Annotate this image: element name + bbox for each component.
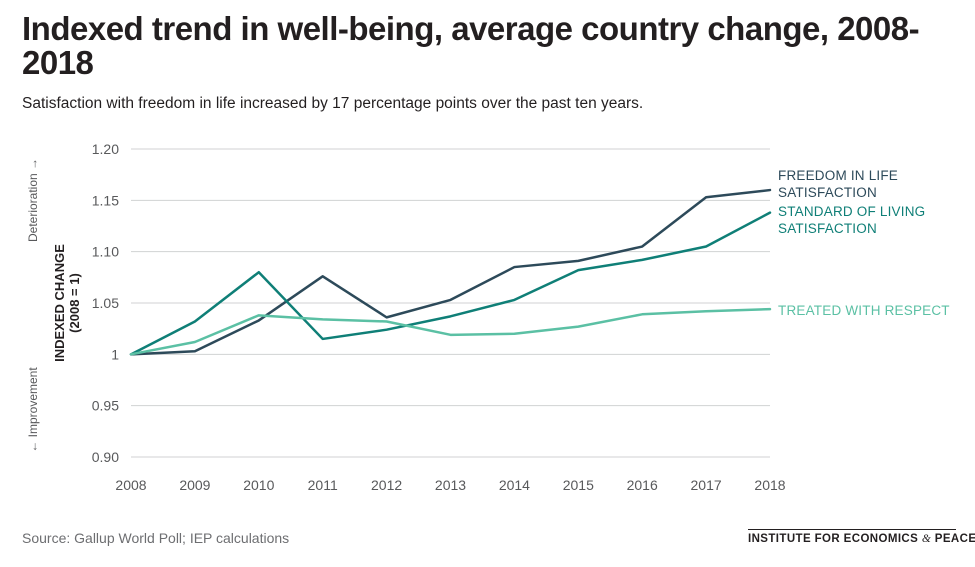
series-line-respect	[129, 307, 772, 356]
series-line-living	[129, 211, 772, 356]
series-lines	[129, 188, 772, 356]
x-tick-label: 2017	[691, 477, 722, 493]
x-tick-label: 2013	[435, 477, 466, 493]
x-tick-label: 2011	[308, 477, 338, 493]
y-tick-label: 1.15	[92, 192, 119, 208]
series-label-respect: TREATED WITH RESPECT	[778, 303, 950, 318]
y-axis-title-group: INDEXED CHANGE(2008 = 1) Deterioration → ←…	[26, 158, 82, 453]
direction-improvement: ← Improvement	[26, 367, 40, 453]
x-axis-ticks: 2008 2009 2010 2011 2012 2013 2014 2015 2016 2017…	[115, 477, 785, 493]
x-tick-label: 2016	[627, 477, 658, 493]
y-tick-label: 0.90	[92, 449, 119, 465]
y-tick-label: 1.05	[92, 295, 119, 311]
y-tick-label: 1.10	[92, 244, 119, 260]
chart-title: Indexed trend in well-being, average cou…	[22, 10, 920, 81]
series-labels: FREEDOM IN LIFE SATISFACTION STANDARD OF L…	[778, 168, 950, 318]
y-tick-label: 1.20	[92, 141, 119, 157]
logo-text-left: INSTITUTE FOR ECONOMICS	[748, 533, 919, 545]
y-tick-label: 1	[111, 346, 119, 362]
y-axis-ticks: 0.90 0.95 1 1.05 1.10 1.15 1.20	[92, 141, 119, 465]
x-tick-label: 2014	[499, 477, 530, 493]
y-axis-title: INDEXED CHANGE(2008 = 1)	[52, 244, 82, 362]
x-tick-label: 2015	[563, 477, 594, 493]
x-tick-label: 2008	[115, 477, 146, 493]
logo-text-right: PEACE	[934, 533, 975, 545]
x-tick-label: 2010	[243, 477, 274, 493]
iep-logo: INSTITUTE FOR ECONOMICS & PEACE	[748, 529, 975, 545]
direction-deterioration: Deterioration →	[26, 158, 40, 242]
logo-ampersand: &	[921, 533, 932, 545]
x-tick-label: 2012	[371, 477, 402, 493]
x-tick-label: 2018	[754, 477, 785, 493]
chart-subtitle: Satisfaction with freedom in life increa…	[22, 95, 644, 112]
series-label-freedom: FREEDOM IN LIFE SATISFACTION	[778, 168, 898, 200]
series-line-freedom	[129, 188, 772, 356]
y-tick-label: 0.95	[92, 398, 119, 414]
series-label-living: STANDARD OF LIVING SATISFACTION	[778, 204, 925, 236]
gridlines	[131, 148, 770, 458]
source-note: Source: Gallup World Poll; IEP calculati…	[22, 530, 290, 546]
x-tick-label: 2009	[179, 477, 210, 493]
